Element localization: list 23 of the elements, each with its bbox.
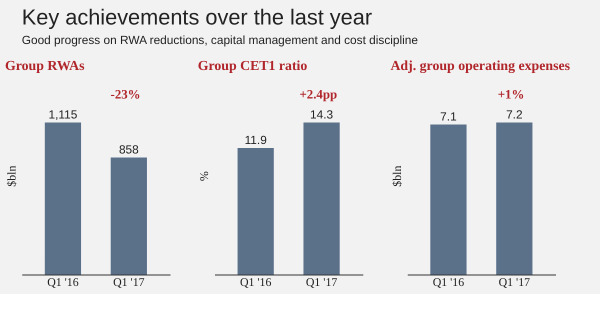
- chart-title: Group RWAs: [4, 58, 86, 73]
- y-axis-title: $bln: [4, 166, 18, 187]
- text: Good progress on RWA reductions, capital management and cost discipline: [22, 33, 418, 48]
- chart-title: Group CET1 ratio: [198, 58, 308, 73]
- x-tick-label: Q1 '17: [306, 274, 338, 289]
- text: +1%: [498, 88, 524, 102]
- data-label: 7.2: [506, 107, 523, 122]
- y-axis-title: %: [197, 171, 212, 182]
- chart-title: Adj. group operating expenses: [390, 58, 571, 74]
- data-label: 14.3: [310, 107, 334, 122]
- data-label: 11.9: [244, 133, 268, 148]
- text: +2.4pp: [299, 88, 338, 102]
- x-tick-label: Q1 '16: [432, 274, 464, 289]
- text: Key achievements over the last year: [22, 4, 372, 30]
- x-tick-label: Q1 '16: [240, 274, 272, 289]
- x-tick-label: Q1 '17: [498, 274, 530, 289]
- y-axis-title: $bln: [390, 166, 404, 187]
- data-label: 1,115: [48, 107, 78, 122]
- x-tick-label: Q1 '16: [47, 274, 79, 289]
- data-label: 858: [118, 142, 140, 157]
- text: -23%: [110, 88, 141, 102]
- data-label: 7.1: [440, 110, 458, 124]
- x-tick-label: Q1 '17: [113, 274, 145, 289]
